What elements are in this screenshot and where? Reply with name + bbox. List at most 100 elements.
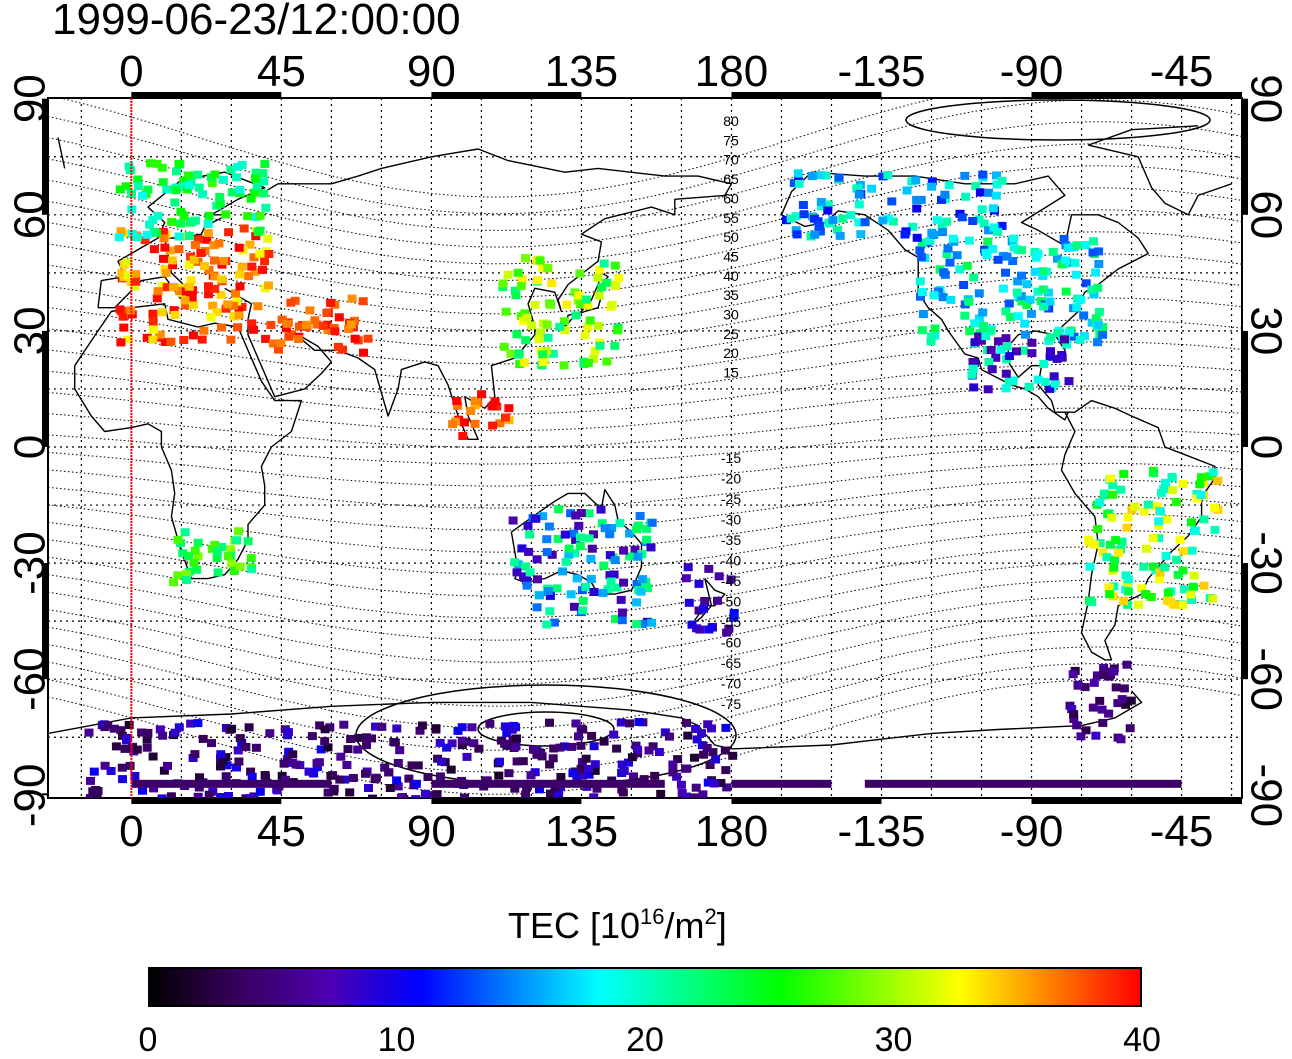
tec-cell — [160, 338, 170, 346]
tec-cell — [968, 364, 978, 373]
tec-cell — [233, 323, 243, 332]
tec-cell — [519, 358, 529, 367]
tec-cell — [1024, 382, 1034, 391]
tec-cell — [432, 790, 442, 798]
tec-cell — [1012, 288, 1022, 297]
tec-cell — [344, 324, 354, 333]
tec-cell — [534, 335, 544, 344]
tec-cell — [838, 214, 848, 223]
tec-cell — [1134, 600, 1144, 609]
tec-cell — [504, 769, 514, 778]
tec-cell — [611, 615, 620, 624]
tec-cell — [217, 275, 227, 284]
tec-cell — [610, 341, 620, 350]
tec-cell — [149, 227, 159, 236]
tec-cell — [691, 725, 701, 733]
tec-cell — [602, 357, 612, 366]
tec-cell — [1091, 268, 1101, 277]
tec-cell — [159, 766, 169, 775]
tec-cell — [237, 161, 247, 169]
tec-cell — [599, 259, 609, 268]
tec-cell — [255, 211, 265, 220]
tec-cell — [519, 572, 529, 581]
tec-cell — [506, 349, 516, 358]
tec-cell — [993, 227, 1003, 236]
tec-cell — [312, 759, 322, 768]
tec-cell — [1168, 486, 1178, 495]
tec-cell — [700, 597, 710, 605]
tec-cell — [255, 787, 265, 796]
tec-cell — [330, 327, 340, 336]
colorbar-label-unit: /m — [664, 905, 705, 946]
tec-measurements — [84, 159, 1223, 798]
tec-world-map: 80 75 70 65 60 55 50 45 40 35 30 25 20 15 -15 -20 -25 -30… — [6, 47, 1291, 856]
tec-cell — [650, 771, 660, 780]
tec-cell — [358, 297, 368, 306]
tec-cell — [571, 511, 581, 520]
tec-cell — [207, 739, 216, 748]
tec-cell — [1039, 302, 1049, 311]
tec-cell — [944, 181, 954, 190]
tec-cell — [576, 509, 586, 517]
contour-label: -55 — [721, 614, 741, 630]
tec-cell — [241, 794, 251, 798]
tec-cell — [216, 762, 225, 771]
tec-cell — [545, 591, 555, 600]
tec-cell — [86, 776, 95, 785]
tec-cell — [325, 723, 335, 732]
tec-cell — [132, 233, 142, 242]
tec-cell — [169, 578, 178, 587]
tec-cell — [320, 725, 330, 734]
tec-cell — [1137, 584, 1147, 593]
tec-cell — [251, 232, 261, 241]
tec-cell — [1048, 247, 1058, 256]
tec-cell — [393, 782, 403, 791]
tec-cell — [729, 609, 739, 617]
tec-cell — [533, 575, 542, 584]
south-magnetic-ring-inner — [477, 711, 615, 747]
tec-cell — [533, 276, 543, 285]
tec-cell — [639, 775, 649, 784]
tec-cell — [521, 336, 531, 345]
tec-cell — [209, 241, 219, 250]
tec-cell — [153, 287, 163, 296]
tec-cell — [564, 550, 574, 559]
tec-cell — [452, 397, 462, 405]
tec-cell — [1091, 731, 1101, 740]
tec-cell — [178, 549, 188, 558]
tec-cell — [345, 788, 355, 797]
tec-cell — [642, 535, 652, 544]
tec-cell — [684, 598, 694, 607]
tec-cell — [318, 321, 328, 330]
tec-cell — [619, 546, 629, 555]
tec-cell — [571, 535, 581, 544]
tec-cell — [193, 538, 203, 547]
tec-cell — [1208, 594, 1218, 603]
tec-cell — [193, 552, 203, 561]
tec-cell — [566, 509, 576, 518]
tec-cell — [538, 358, 548, 367]
tec-cell — [587, 731, 597, 740]
tec-cell — [169, 283, 178, 291]
tec-cell — [967, 370, 977, 379]
lat-tick-left: -60 — [6, 647, 55, 711]
tec-cell — [884, 214, 894, 223]
tec-cell — [1173, 570, 1183, 579]
colorbar — [148, 967, 1142, 1007]
tec-cell — [538, 350, 548, 359]
tec-cell — [431, 724, 441, 733]
tec-cell — [498, 279, 508, 288]
tec-cell — [584, 770, 594, 779]
tec-cell — [182, 575, 192, 584]
tec-cell — [223, 552, 233, 561]
tec-cell — [536, 328, 546, 337]
tec-cell — [1094, 307, 1104, 316]
tec-cell — [470, 397, 480, 406]
tec-cell — [1087, 318, 1097, 327]
tec-cell — [117, 307, 127, 316]
tec-cell — [943, 244, 953, 253]
tec-cell — [152, 294, 162, 303]
tec-cell — [1038, 285, 1048, 294]
tec-cell — [130, 772, 140, 780]
tec-cell — [1081, 241, 1091, 249]
